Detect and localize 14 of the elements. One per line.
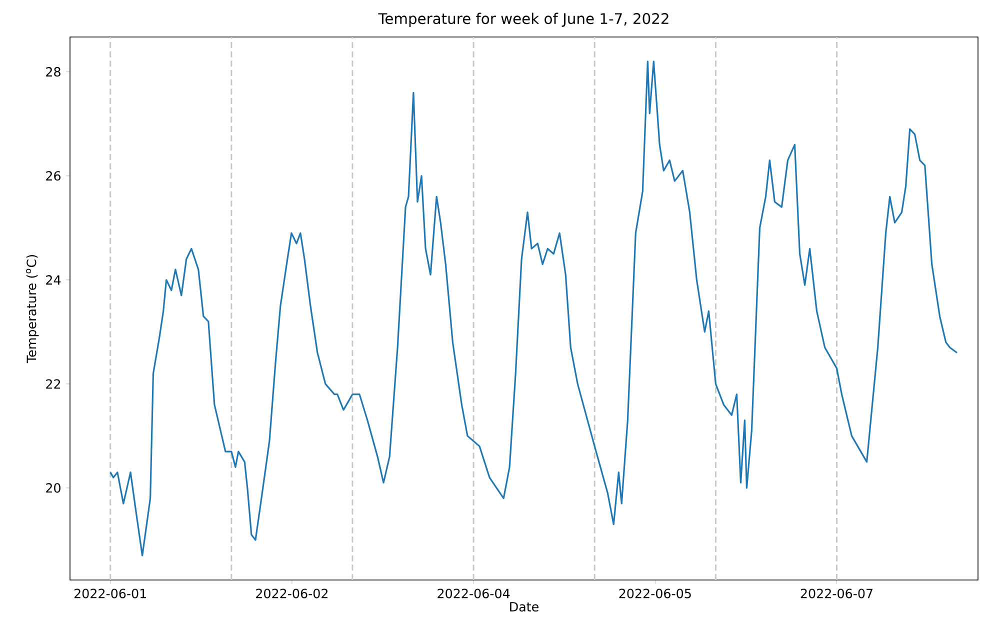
x-tick-label: 2022-06-04 xyxy=(438,588,510,598)
y-tick-label: 26 xyxy=(46,171,60,181)
y-tick-label: 24 xyxy=(46,275,61,285)
y-tick-label: 28 xyxy=(46,67,60,77)
y-tick-label: 22 xyxy=(46,379,60,389)
x-tick-label: 2022-06-05 xyxy=(619,588,691,598)
x-tick-label: 2022-06-01 xyxy=(74,588,146,598)
x-tick-label: 2022-06-07 xyxy=(800,588,872,598)
x-axis-title: Date xyxy=(510,602,538,612)
y-tick-label: 20 xyxy=(46,483,60,493)
x-tick-label: 2022-06-02 xyxy=(256,588,328,598)
y-axis-title: Temperature ($^{o}$C) xyxy=(26,255,39,364)
line-series xyxy=(110,60,958,556)
chart-title: Temperature for week of June 1-7, 2022 xyxy=(378,12,668,27)
